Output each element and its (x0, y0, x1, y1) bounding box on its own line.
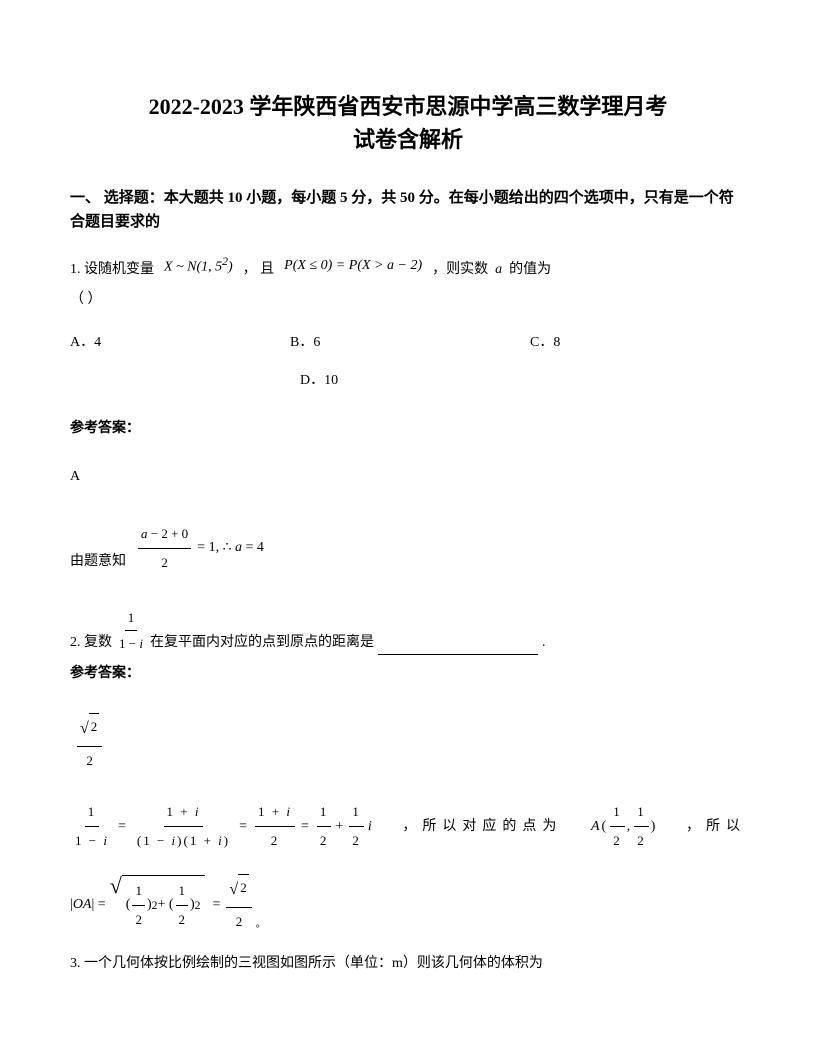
question-3: 3. 一个几何体按比例绘制的三视图如图所示（单位：m）则该几何体的体积为 (70, 950, 746, 978)
q1-option-b: B．6 (290, 329, 530, 357)
q1-explain-prefix: 由题意知 (70, 548, 126, 576)
q1-option-d: D．10 (300, 367, 746, 395)
q2-mid: 在复平面内对应的点到原点的距离是 (150, 630, 374, 655)
q2-text1: ，所以对应的点为 (402, 813, 562, 841)
q2-deriv1-expr: 1 1 − i = 1 + i (1 − i)(1 + i) = 1 + i 2… (70, 799, 374, 854)
q1-suffix: 的值为 (509, 256, 551, 284)
q2-ans-den: 2 (83, 747, 96, 774)
q2-stem: 2. 复数 1 1 − i 在复平面内对应的点到原点的距离是 . (70, 606, 746, 656)
section-header: 一、 选择题：本大题共 10 小题，每小题 5 分，共 50 分。在每小题给出的… (70, 186, 746, 234)
q2-frac-den: 1 − i (116, 631, 146, 655)
q1-explain-rhs: = 1, ∴ a = 4 (197, 534, 264, 562)
q2-derivation-1: 1 1 − i = 1 + i (1 − i)(1 + i) = 1 + i 2… (70, 799, 746, 854)
q1-options: A．4 B．6 C．8 (70, 329, 746, 357)
q1-answer-label: 参考答案： (70, 415, 746, 443)
q2-deriv2-expr: |OA| = √ (12)2 + (12)2 = √2 2 (70, 874, 254, 935)
q2-period: . (542, 630, 546, 655)
q2-deriv2-period: 。 (256, 915, 266, 935)
q2-prefix: 2. 复数 (70, 630, 112, 655)
q1-mid1: ， 且 (243, 256, 275, 284)
q1-expr1: X ~ N(1, 52) (164, 250, 233, 282)
q2-fraction: 1 1 − i (116, 606, 146, 656)
q1-answer: A (70, 463, 746, 491)
question-1: 1. 设随机变量 X ~ N(1, 52) ， 且 P(X ≤ 0) = P(X… (70, 254, 746, 576)
title-line-2: 试卷含解析 (70, 123, 746, 156)
q1-explain-num: a − 2 + 0 (138, 521, 191, 549)
q1-explain-den: 2 (158, 549, 171, 576)
q1-expr2: P(X ≤ 0) = P(X > a − 2) (284, 252, 422, 280)
q2-derivation-2: |OA| = √ (12)2 + (12)2 = √2 2 。 (70, 874, 746, 935)
question-2: 2. 复数 1 1 − i 在复平面内对应的点到原点的距离是 . 参考答案： √… (70, 606, 746, 936)
q1-explanation: 由题意知 a − 2 + 0 2 = 1, ∴ a = 4 (70, 521, 746, 576)
q3-text: 3. 一个几何体按比例绘制的三视图如图所示（单位：m）则该几何体的体积为 (70, 956, 543, 971)
title-line-1: 2022-2023 学年陕西省西安市思源中学高三数学理月考 (70, 90, 746, 123)
q1-prefix: 1. 设随机变量 (70, 256, 154, 284)
q2-answer-label: 参考答案： (70, 660, 746, 688)
q1-stem: 1. 设随机变量 X ~ N(1, 52) ， 且 P(X ≤ 0) = P(X… (70, 254, 746, 286)
q1-mid2: ，则实数 (432, 256, 488, 284)
q2-point: A(12, 12) (591, 799, 657, 854)
q2-ans-num: √2 (77, 713, 102, 747)
q1-explain-formula: a − 2 + 0 2 = 1, ∴ a = 4 (136, 521, 264, 576)
q2-text2: ，所以 (686, 813, 746, 841)
q1-var: a (495, 256, 502, 284)
q2-blank (378, 654, 538, 655)
exam-title: 2022-2023 学年陕西省西安市思源中学高三数学理月考 试卷含解析 (70, 90, 746, 156)
q2-frac-num: 1 (125, 606, 138, 631)
q1-option-c: C．8 (530, 329, 746, 357)
q2-answer: √2 2 (75, 713, 746, 774)
q1-paren: （ ） (70, 286, 746, 314)
q1-option-a: A．4 (70, 329, 290, 357)
